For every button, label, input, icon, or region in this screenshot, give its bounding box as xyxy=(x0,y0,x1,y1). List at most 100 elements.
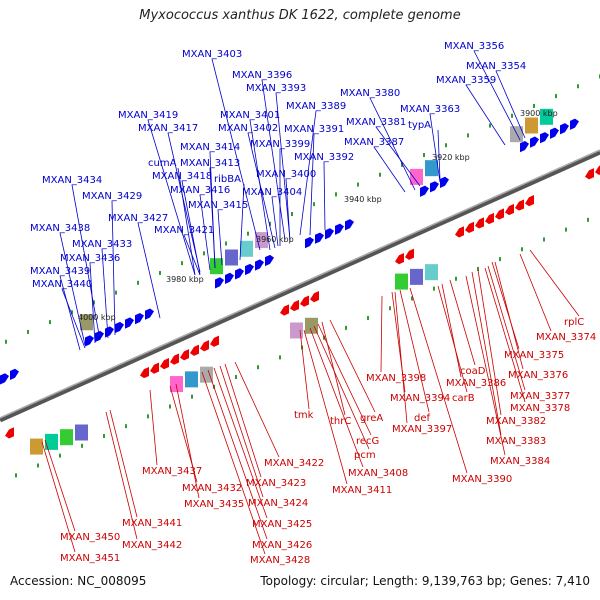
tick-dot xyxy=(115,290,117,295)
tick-dot xyxy=(247,231,249,236)
reverse-leader-line xyxy=(201,371,266,555)
tick-dot xyxy=(543,237,545,242)
gene-forward-arrow-12 xyxy=(245,263,254,276)
feature-block-6 xyxy=(425,160,438,177)
gene-forward-arrow-5 xyxy=(115,321,124,334)
gene-reverse-arrow-23 xyxy=(585,168,594,180)
forward-gene-label: MXAN_3381 xyxy=(346,117,406,128)
forward-leader-line xyxy=(71,184,101,341)
reverse-leader-line xyxy=(299,329,310,410)
tick-dot xyxy=(565,227,567,232)
gene-tracks xyxy=(0,74,600,478)
gene-reverse-arrow-18 xyxy=(485,212,494,225)
gene-forward-arrow-1 xyxy=(10,368,19,381)
gene-forward-arrow-4 xyxy=(105,326,114,338)
reverse-leader-line xyxy=(219,365,264,498)
forward-gene-label: MXAN_3434 xyxy=(42,175,102,186)
forward-gene-label: MXAN_3438 xyxy=(30,223,90,234)
kbp-label: 3980 kbp xyxy=(166,275,204,284)
tick-dot xyxy=(159,270,161,275)
reverse-gene-label: rplC xyxy=(564,317,584,328)
tick-dot xyxy=(533,103,535,108)
gene-reverse-arrow-21 xyxy=(515,199,524,211)
feature-block-12 xyxy=(425,264,438,281)
tick-dot xyxy=(477,266,479,271)
tick-dot xyxy=(555,94,557,99)
genome-backbone xyxy=(0,149,600,423)
feature-block-14 xyxy=(305,317,318,334)
forward-gene-label: MXAN_3419 xyxy=(118,110,178,121)
forward-leader-line xyxy=(429,113,441,183)
reverse-gene-label: MXAN_3441 xyxy=(122,518,182,529)
reverse-gene-label: MXAN_3397 xyxy=(392,424,452,435)
tick-dot xyxy=(15,473,17,478)
gene-forward-arrow-7 xyxy=(135,312,144,325)
forward-gene-labels: MXAN_3403MXAN_3396MXAN_3393MXAN_3389MXAN… xyxy=(30,41,526,290)
reverse-gene-label: MXAN_3423 xyxy=(246,478,306,489)
reverse-leader-line xyxy=(529,249,580,317)
forward-leader-line xyxy=(271,196,279,247)
gene-reverse-arrow-12 xyxy=(310,291,319,303)
forward-leader-line xyxy=(373,146,406,193)
reverse-gene-label: MXAN_3411 xyxy=(332,485,392,496)
forward-leader-line xyxy=(495,70,526,139)
reverse-leader-line xyxy=(465,275,506,456)
gene-forward-arrow-16 xyxy=(315,232,324,244)
forward-gene-label: MXAN_3414 xyxy=(180,142,240,153)
tick-dot xyxy=(577,84,579,89)
forward-gene-label: typA xyxy=(408,120,431,131)
gene-forward-arrow-6 xyxy=(125,317,134,329)
kbp-label: 3900 kbp xyxy=(520,109,558,118)
reverse-gene-label: greA xyxy=(360,413,383,424)
reverse-leader-line xyxy=(213,367,268,519)
gene-reverse-arrow-7 xyxy=(200,340,209,352)
reverse-leader-line xyxy=(175,383,200,499)
forward-gene-label: MXAN_3400 xyxy=(256,169,316,180)
reverse-gene-label: MXAN_3422 xyxy=(264,458,324,469)
accession-text: Accession: NC_008095 xyxy=(10,574,147,588)
forward-gene-label: MXAN_3359 xyxy=(436,75,496,86)
kbp-label: 3960 kbp xyxy=(256,235,294,244)
reverse-gene-label: MXAN_3376 xyxy=(508,370,568,381)
forward-leader-line xyxy=(217,209,223,266)
forward-leader-line xyxy=(89,262,96,344)
gene-reverse-arrow-13 xyxy=(395,253,404,265)
gene-reverse-arrow-1 xyxy=(140,366,149,379)
forward-gene-label: MXAN_3421 xyxy=(154,225,214,236)
gene-forward-arrow-20 xyxy=(420,185,429,197)
tick-dot xyxy=(401,162,403,167)
reverse-leader-line xyxy=(477,269,502,416)
tick-dot xyxy=(225,241,227,246)
forward-gene-label: MXAN_3436 xyxy=(60,253,120,264)
forward-leader-line xyxy=(323,161,326,231)
reverse-gene-label: MXAN_3451 xyxy=(60,553,120,564)
forward-gene-label: MXAN_3401 xyxy=(220,110,280,121)
reverse-leader-line xyxy=(109,409,138,518)
tick-dot xyxy=(257,365,259,370)
forward-gene-label: MXAN_3427 xyxy=(108,213,168,224)
gene-reverse-arrow-5 xyxy=(180,349,189,361)
reverse-gene-label: MXAN_3386 xyxy=(446,378,506,389)
gene-reverse-arrow-19 xyxy=(495,208,504,220)
forward-leader-line xyxy=(437,129,441,181)
tick-dot xyxy=(269,221,271,226)
tick-dot xyxy=(125,424,127,429)
tick-dot xyxy=(137,280,139,285)
gene-reverse-arrow-9 xyxy=(280,304,289,316)
gene-forward-arrow-14 xyxy=(265,254,274,267)
reverse-leader-line xyxy=(441,283,462,378)
gene-forward-arrow-0 xyxy=(0,373,9,385)
gene-forward-arrow-28 xyxy=(570,118,579,130)
forward-leader-line xyxy=(473,50,521,141)
gene-forward-arrow-15 xyxy=(305,237,314,249)
feature-block-11 xyxy=(410,268,423,285)
gene-forward-arrow-18 xyxy=(335,223,344,235)
gene-reverse-arrow-20 xyxy=(505,203,514,216)
reverse-leader-line xyxy=(491,261,520,350)
forward-leader-line xyxy=(167,132,201,273)
forward-gene-label: MXAN_3404 xyxy=(242,187,302,198)
gene-forward-arrow-26 xyxy=(550,127,559,139)
forward-leader-line xyxy=(209,167,216,269)
feature-block-4 xyxy=(80,314,93,331)
tick-dot xyxy=(191,394,193,399)
